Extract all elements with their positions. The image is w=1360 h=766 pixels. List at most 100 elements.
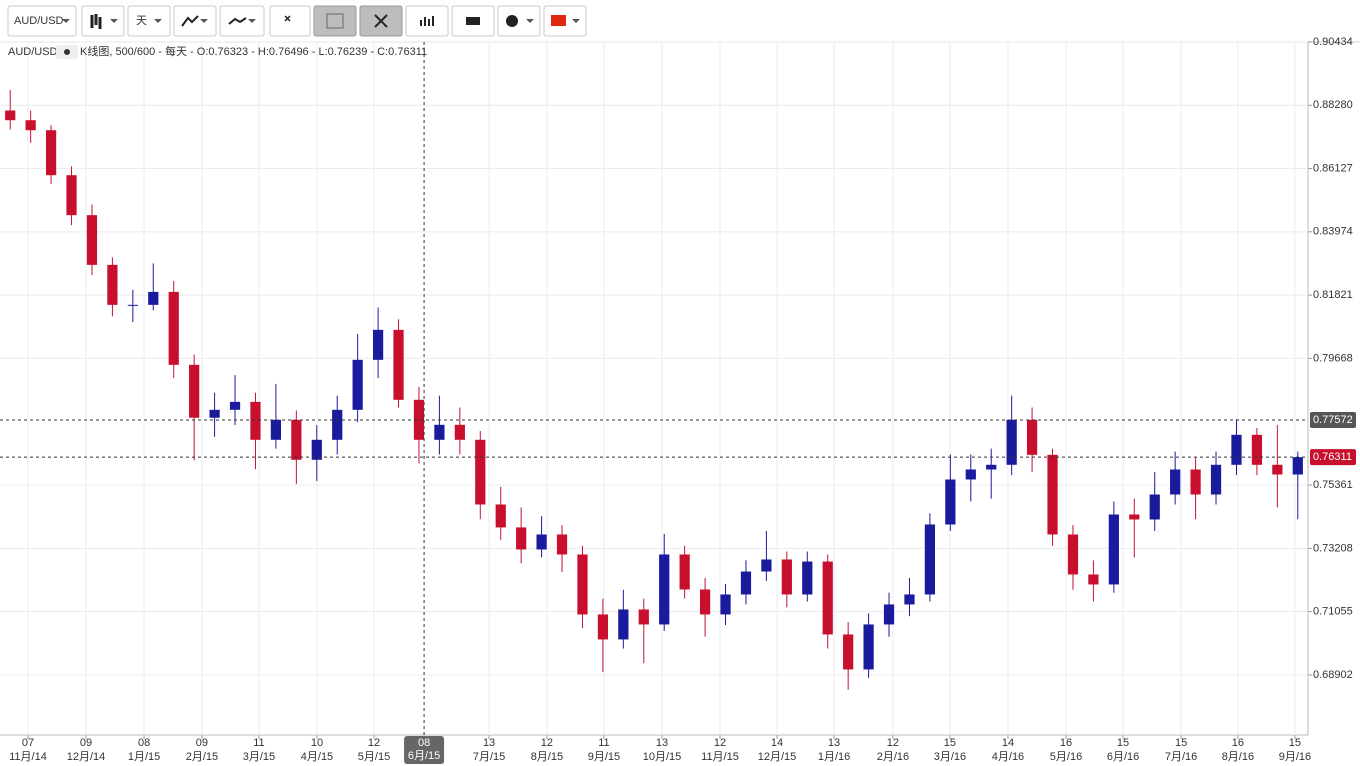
- x-tick-month: 12月/14: [67, 751, 106, 763]
- x-tick-month: 7月/16: [1165, 751, 1197, 763]
- candle-body: [311, 439, 322, 460]
- x-tick-day: 11: [253, 737, 264, 749]
- icon: [326, 13, 344, 29]
- x-tick-month: 2月/15: [186, 751, 218, 763]
- candle-body: [822, 561, 833, 635]
- icon: [420, 16, 434, 26]
- x-tick-day: 07: [22, 737, 34, 749]
- caret: [572, 19, 580, 23]
- theme-button[interactable]: [497, 5, 541, 37]
- x-tick-month: 5月/16: [1050, 751, 1082, 763]
- x-tick-day: 13: [828, 737, 840, 749]
- candle-body: [475, 439, 486, 505]
- crosshair-price-label: 0.77572: [1313, 414, 1353, 426]
- x-tick-month: 12月/15: [758, 751, 797, 763]
- x-tick-month: 5月/15: [358, 751, 390, 763]
- candle-body: [1026, 419, 1038, 455]
- x-tick-month: 4月/16: [992, 751, 1024, 763]
- x-tick-month: 1月/16: [818, 751, 850, 763]
- candles: [5, 89, 1303, 690]
- y-tick-label: 0.86127: [1313, 162, 1353, 174]
- x-tick-month: 4月/15: [301, 751, 333, 763]
- candle-body: [1088, 574, 1099, 585]
- candle-body: [1149, 494, 1160, 520]
- candle-body: [291, 419, 302, 460]
- candle-body: [66, 175, 77, 216]
- chart-type-button[interactable]: [81, 5, 125, 37]
- flag-icon: [551, 15, 566, 26]
- x-tick-day: 12: [887, 737, 899, 749]
- x-tick-day: 09: [80, 737, 92, 749]
- crosshair-month: 6月/15: [408, 750, 440, 762]
- candle-body: [843, 634, 854, 670]
- candle-body: [495, 504, 506, 528]
- x-tick-day: 12: [541, 737, 553, 749]
- candle-body: [597, 614, 609, 640]
- x-tick-month: 7月/15: [473, 751, 505, 763]
- toolbar-buttons[interactable]: AUD/USD 天: [7, 5, 587, 37]
- candle-body: [250, 401, 261, 440]
- candle-body: [1272, 464, 1283, 475]
- icon: [181, 15, 199, 27]
- y-tick-label: 0.90434: [1313, 36, 1353, 48]
- x-tick-day: 15: [1175, 737, 1187, 749]
- candle-body: [720, 594, 731, 615]
- candle-body: [699, 589, 711, 615]
- x-tick-month: 9月/15: [588, 751, 620, 763]
- candle-body: [1292, 457, 1303, 475]
- x-tick-day: 14: [771, 737, 783, 749]
- candle-body: [352, 359, 363, 410]
- candle-body: [1190, 469, 1201, 495]
- candle-body: [618, 609, 629, 640]
- period-button[interactable]: [127, 5, 171, 37]
- candle-body: [413, 399, 425, 440]
- candle-body: [1108, 514, 1119, 585]
- candle-body: [1067, 534, 1079, 575]
- caret: [248, 19, 256, 23]
- eye-icon[interactable]: [64, 49, 70, 55]
- icon: [90, 14, 102, 29]
- crosshair-day: 08: [418, 737, 430, 749]
- candle-body: [229, 401, 241, 410]
- candle-body: [1129, 514, 1140, 520]
- x-tick-day: 15: [1117, 737, 1129, 749]
- candle-body: [25, 120, 36, 131]
- legend-symbol: AUD/USD: [8, 46, 58, 58]
- period-text[interactable]: 天: [136, 15, 147, 27]
- candle-body: [904, 594, 915, 605]
- candle-body: [372, 329, 384, 360]
- caret: [62, 19, 70, 23]
- caret: [526, 19, 534, 23]
- candle-body: [781, 559, 792, 595]
- legend-info: K线图, 500/600 - 每天 - O:0.76323 - H:0.7649…: [80, 44, 427, 58]
- x-tick-month: 11月/15: [701, 751, 739, 763]
- x-tick-day: 12: [368, 737, 380, 749]
- candle-body: [761, 559, 772, 572]
- candle-body: [454, 424, 465, 440]
- grid-button[interactable]: [313, 5, 357, 37]
- symbol-text[interactable]: AUD/USD: [14, 15, 64, 27]
- x-tick-month: 3月/15: [243, 751, 275, 763]
- indicator-button[interactable]: [173, 5, 217, 37]
- icon: [284, 15, 291, 22]
- icon: [228, 17, 247, 25]
- candle-body: [659, 554, 670, 625]
- y-tick-label: 0.79668: [1313, 352, 1353, 364]
- candle-body: [1047, 454, 1058, 535]
- y-tick-label: 0.83974: [1313, 226, 1353, 238]
- y-tick-label: 0.75361: [1313, 479, 1353, 491]
- symbol-button[interactable]: [7, 5, 77, 37]
- candle-body: [679, 554, 690, 590]
- candle-body: [1251, 434, 1263, 465]
- x-tick-month: 8月/16: [1222, 751, 1254, 763]
- x-tick-day: 15: [944, 737, 956, 749]
- candle-body: [1170, 469, 1181, 495]
- x-tick-day: 13: [656, 737, 668, 749]
- x-tick-day: 09: [196, 737, 208, 749]
- volume-button[interactable]: [405, 5, 449, 37]
- x-tick-day: 12: [714, 737, 726, 749]
- candle-body: [740, 571, 752, 595]
- x-tick-day: 15: [1289, 737, 1301, 749]
